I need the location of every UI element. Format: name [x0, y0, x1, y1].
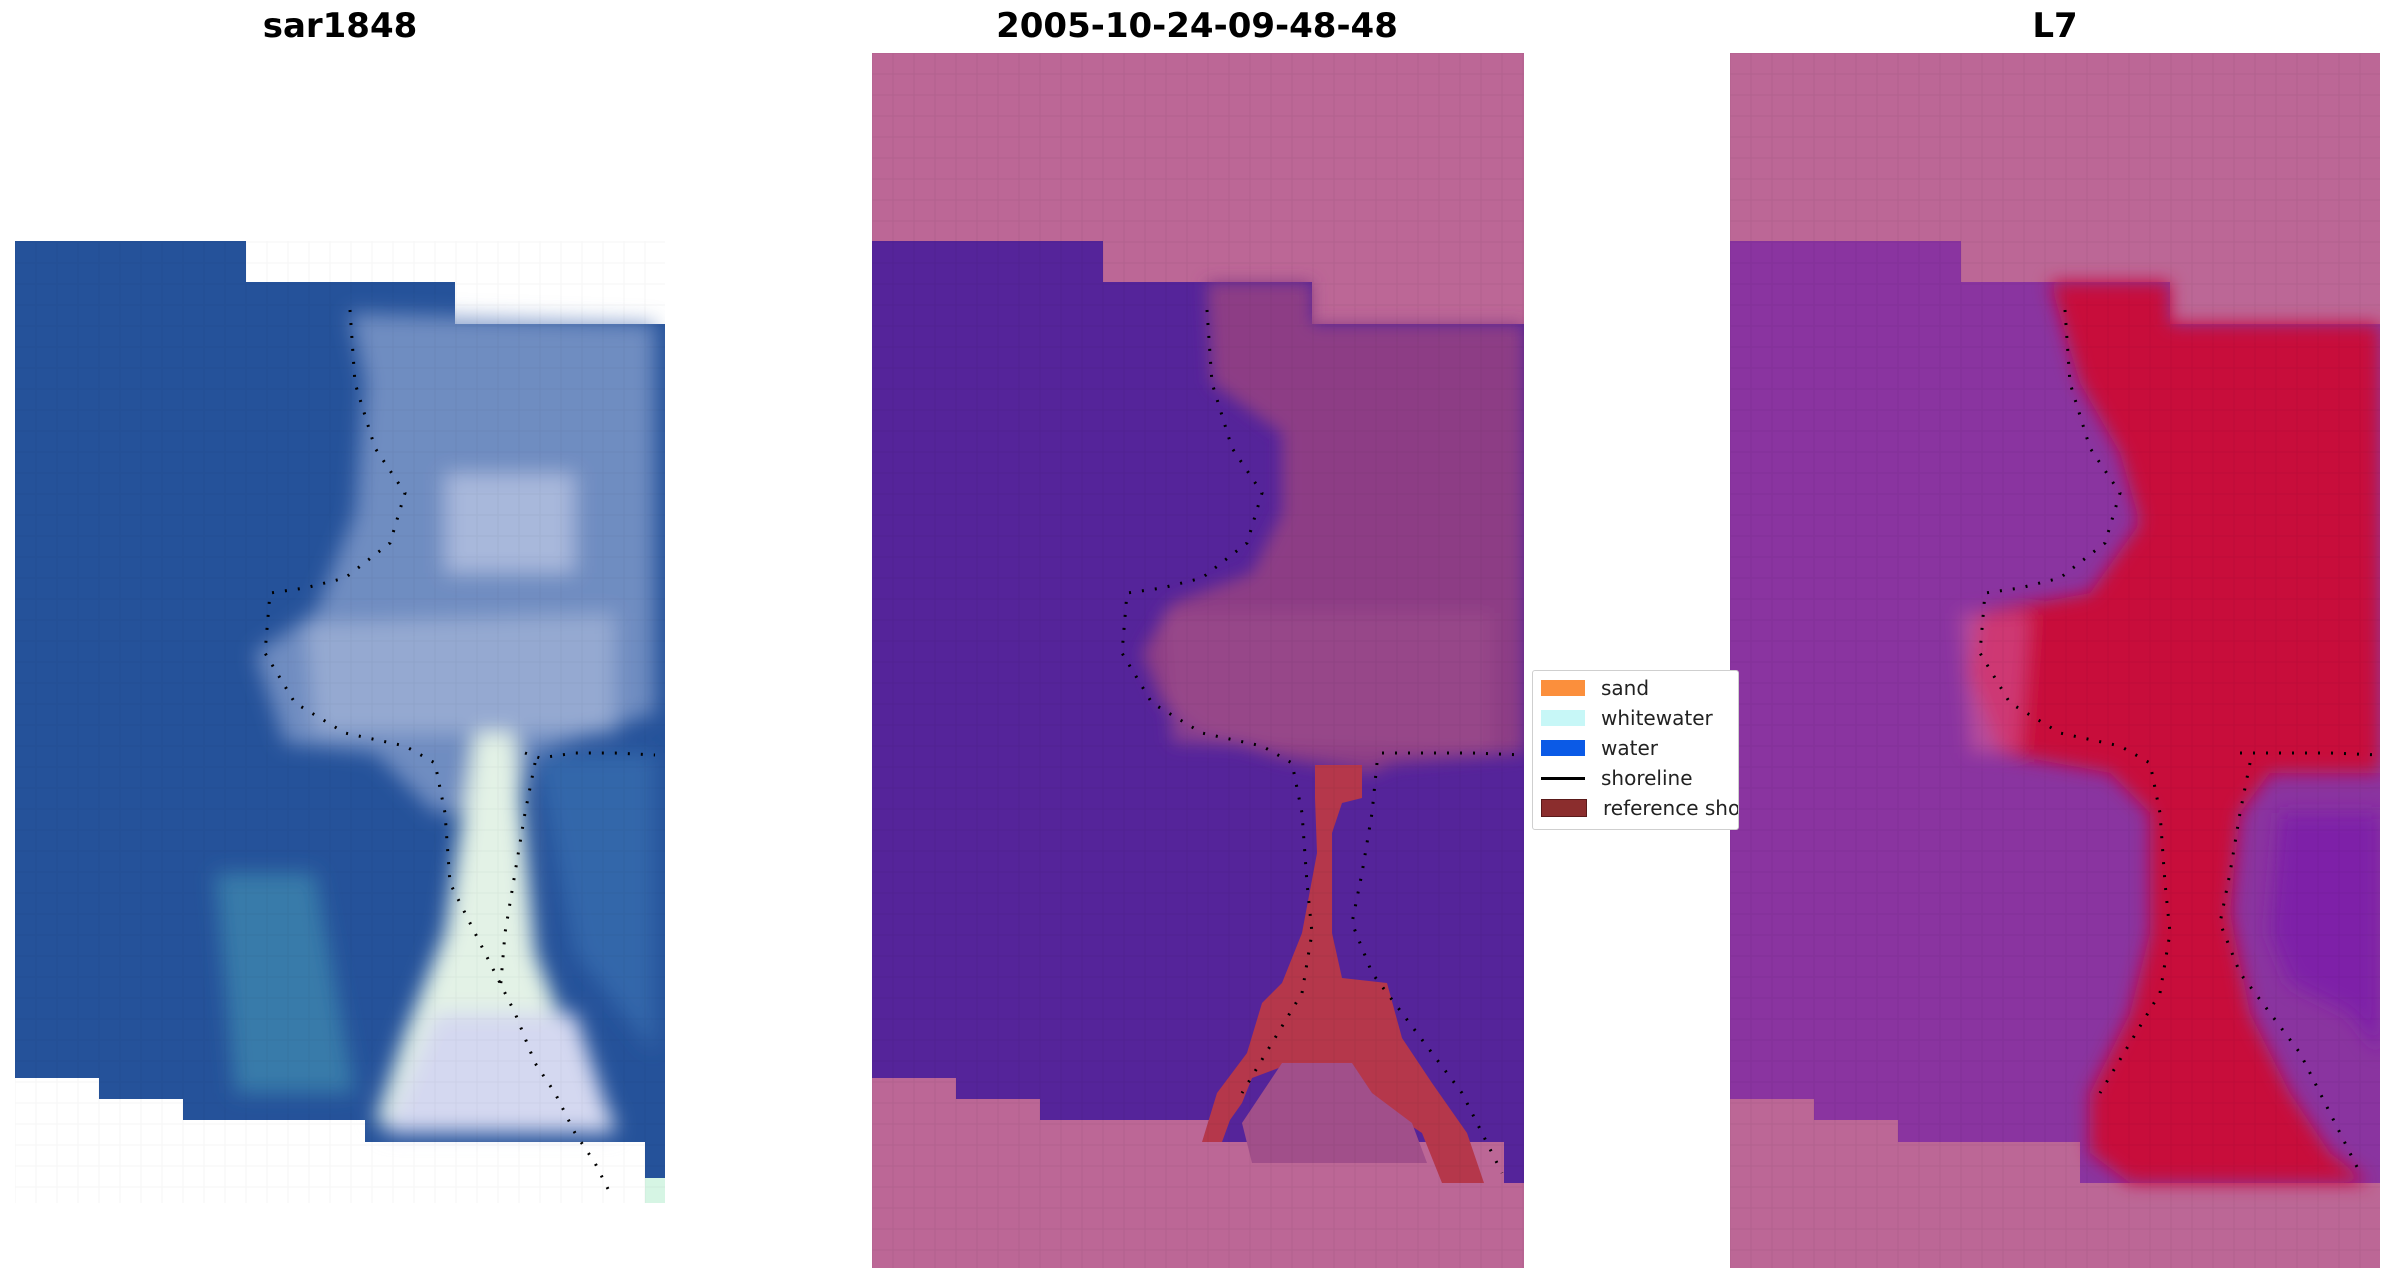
- panel-title-index: L7: [2032, 6, 2078, 46]
- panel-title-classified: 2005-10-24-09-48-48: [996, 6, 1398, 46]
- index-image: [1730, 53, 2380, 1268]
- legend-item-whitewater: whitewater: [1541, 705, 1713, 731]
- rgb-image: [15, 241, 665, 1203]
- legend-item-reference-shoreline: reference shoreline: [1541, 795, 1739, 821]
- reference-shoreline-swatch: [1541, 799, 1587, 817]
- legend-label: reference shoreline: [1603, 796, 1739, 820]
- sand-swatch: [1541, 680, 1585, 696]
- rgb-image-panel: [15, 53, 665, 1268]
- shoreline-index: [1978, 309, 2172, 1094]
- legend-label: shoreline: [1601, 766, 1693, 790]
- classified-image-panel: [872, 53, 1524, 1268]
- legend-item-sand: sand: [1541, 675, 1649, 701]
- classified-image: [872, 53, 1524, 1268]
- shoreline-classified: [1120, 309, 1314, 1094]
- whitewater-swatch: [1541, 710, 1585, 726]
- legend-item-water: water: [1541, 735, 1658, 761]
- legend: sand whitewater water shoreline referenc…: [1532, 670, 1739, 830]
- panel-title-rgb: sar1848: [262, 6, 418, 46]
- index-image-panel: [1730, 53, 2380, 1268]
- legend-label: whitewater: [1601, 706, 1713, 730]
- legend-label: sand: [1601, 676, 1650, 700]
- legend-item-shoreline: shoreline: [1541, 765, 1693, 791]
- shoreline-line-icon: [1541, 776, 1585, 780]
- legend-label: water: [1601, 736, 1658, 760]
- water-swatch: [1541, 740, 1585, 756]
